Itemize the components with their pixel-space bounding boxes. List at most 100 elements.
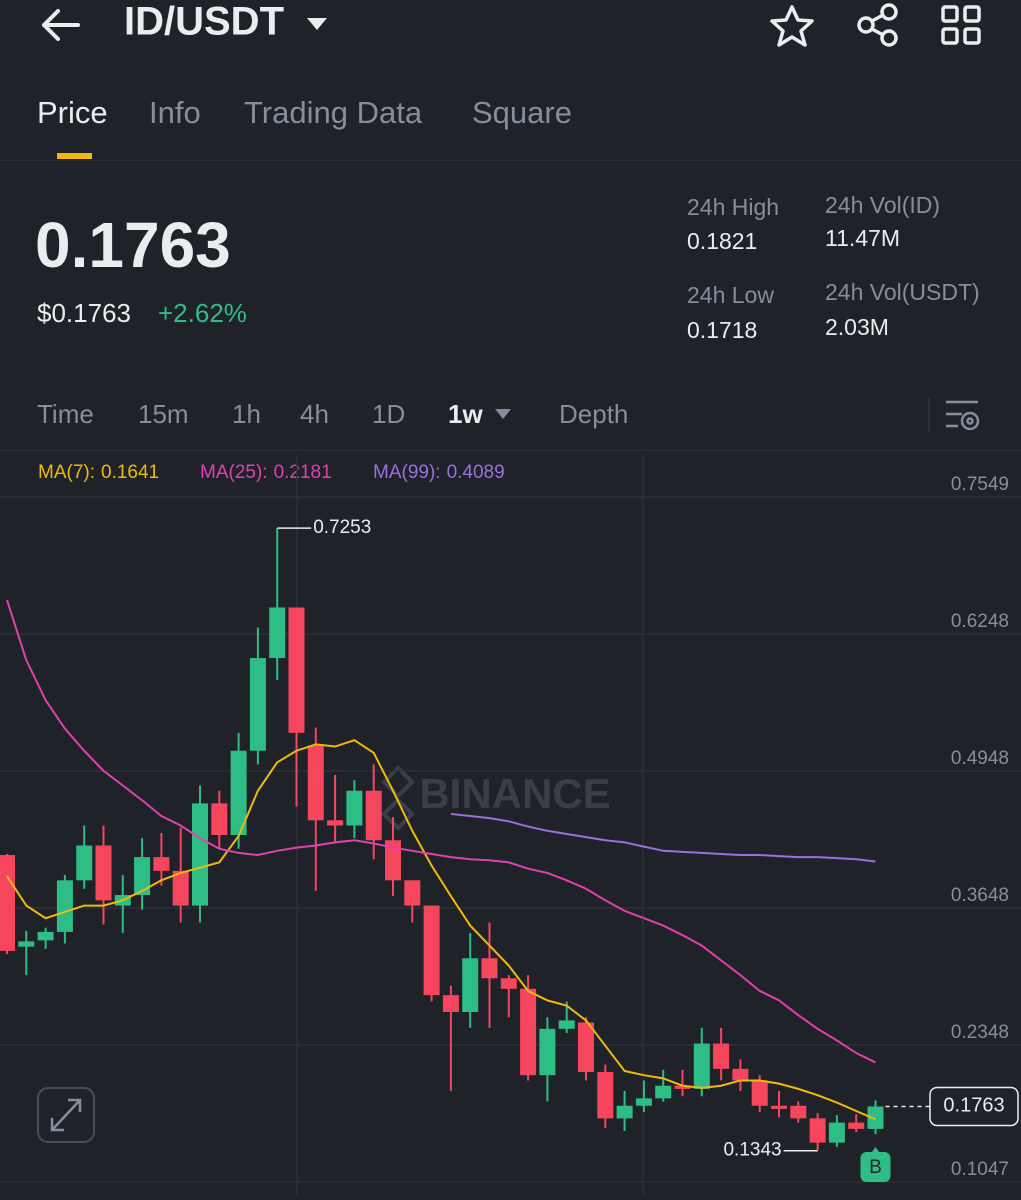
ma-line: [6, 739, 876, 1121]
ma-legend: MA(25): 0.2181: [200, 462, 332, 483]
candle-body: [790, 1105, 807, 1119]
ma-line: [450, 812, 876, 863]
legend-value: 0.1641: [101, 462, 159, 483]
stat-value: 0.1718: [687, 317, 757, 343]
candle-body: [500, 978, 517, 989]
stat-value: 2.03M: [825, 314, 889, 340]
candle-body: [211, 803, 228, 836]
price-tag-label: 0.1763: [943, 1095, 1004, 1117]
candle-body: [307, 745, 324, 821]
y-tick-label: 0.4948: [951, 748, 1009, 769]
y-tick-label: 0.2348: [951, 1022, 1009, 1043]
tab[interactable]: Square: [472, 95, 572, 130]
ma-legend: MA(99): 0.4089: [373, 462, 505, 483]
candle-body: [481, 958, 498, 979]
interval-active[interactable]: 1w: [448, 399, 483, 429]
candle-body: [18, 941, 35, 947]
ma-legend: MA(7): 0.1641: [38, 462, 159, 483]
watermark: BINANCE: [419, 770, 610, 817]
candle-body: [134, 857, 151, 896]
candle-body: [249, 658, 266, 751]
candle-body: [442, 995, 459, 1012]
price-tag: [929, 1086, 1019, 1127]
candle-body: [635, 1098, 652, 1106]
candle-body: [327, 820, 344, 826]
candle-body: [0, 855, 15, 951]
candle-body: [771, 1105, 787, 1109]
interval[interactable]: 15m: [138, 399, 189, 429]
price-change: +2.62%: [158, 298, 247, 328]
candle-body: [578, 1022, 594, 1073]
stat-label: 24h Vol(USDT): [825, 279, 980, 305]
candle-body: [365, 790, 382, 841]
candle-body: [693, 1043, 710, 1089]
stat-value: 0.1821: [687, 228, 757, 254]
candle-body: [867, 1106, 884, 1129]
buy-marker-label: B: [869, 1157, 882, 1178]
usd-price: $0.1763: [37, 298, 131, 328]
candle-body: [385, 840, 401, 881]
candle-body: [751, 1080, 768, 1106]
candle-body: [809, 1118, 826, 1143]
menu-button[interactable]: [941, 5, 981, 45]
legend-name: MA(25):: [200, 462, 268, 483]
candle-body: [462, 958, 479, 1012]
divider: [0, 450, 1021, 451]
interval[interactable]: 4h: [300, 399, 329, 429]
candle-body: [288, 607, 305, 733]
candle-body: [732, 1068, 749, 1081]
last-price: 0.1763: [35, 209, 231, 281]
y-tick-label: 0.1047: [951, 1159, 1009, 1180]
interval[interactable]: Time: [37, 399, 94, 429]
candle-body: [37, 931, 54, 941]
min-label: 0.1343: [723, 1140, 781, 1161]
tab-indicator: [57, 153, 92, 159]
candle-body: [269, 607, 286, 659]
fullscreen-button[interactable]: [37, 1087, 95, 1143]
candle-body: [76, 845, 93, 881]
legend-name: MA(7):: [38, 462, 95, 483]
tab[interactable]: Trading Data: [244, 95, 423, 130]
y-tick-label: 0.7549: [951, 474, 1009, 495]
interval[interactable]: Depth: [559, 399, 628, 429]
back-button[interactable]: [42, 9, 80, 41]
candle-body: [346, 790, 363, 826]
candle-body: [404, 880, 421, 906]
pair-dropdown[interactable]: [307, 18, 327, 30]
stat-label: 24h High: [687, 194, 779, 220]
y-tick-label: 0.6248: [951, 611, 1009, 632]
legend-name: MA(99):: [373, 462, 441, 483]
tab[interactable]: Price: [37, 95, 108, 130]
candle-body: [192, 803, 208, 906]
legend-value: 0.4089: [447, 462, 505, 483]
candle-body: [828, 1122, 845, 1143]
watermark-logo: [381, 765, 415, 831]
legend-value: 0.2181: [274, 462, 332, 483]
tab[interactable]: Info: [149, 95, 201, 130]
divider: [0, 160, 1021, 161]
chart-settings[interactable]: [946, 400, 980, 431]
candle-body: [520, 988, 537, 1076]
candle-body: [674, 1085, 691, 1089]
candle-body: [172, 870, 189, 906]
pair-title[interactable]: ID/USDT: [124, 0, 284, 44]
y-tick-label: 0.3648: [951, 885, 1009, 906]
share-button[interactable]: [857, 3, 898, 47]
separator: [928, 398, 930, 432]
candle-body: [153, 857, 170, 871]
stat-label: 24h Vol(ID): [825, 192, 940, 218]
candle-body: [713, 1043, 730, 1069]
candle-body: [423, 905, 440, 996]
interval[interactable]: 1h: [232, 399, 261, 429]
interval[interactable]: 1D: [372, 399, 405, 429]
candle-body: [848, 1122, 865, 1129]
candle-body: [95, 845, 112, 901]
favorite-button[interactable]: [770, 5, 814, 47]
candle-body: [56, 880, 73, 932]
stat-value: 11.47M: [825, 225, 900, 251]
candle-body: [655, 1085, 672, 1099]
candle-body: [616, 1105, 633, 1119]
interval-dropdown[interactable]: [495, 409, 511, 419]
